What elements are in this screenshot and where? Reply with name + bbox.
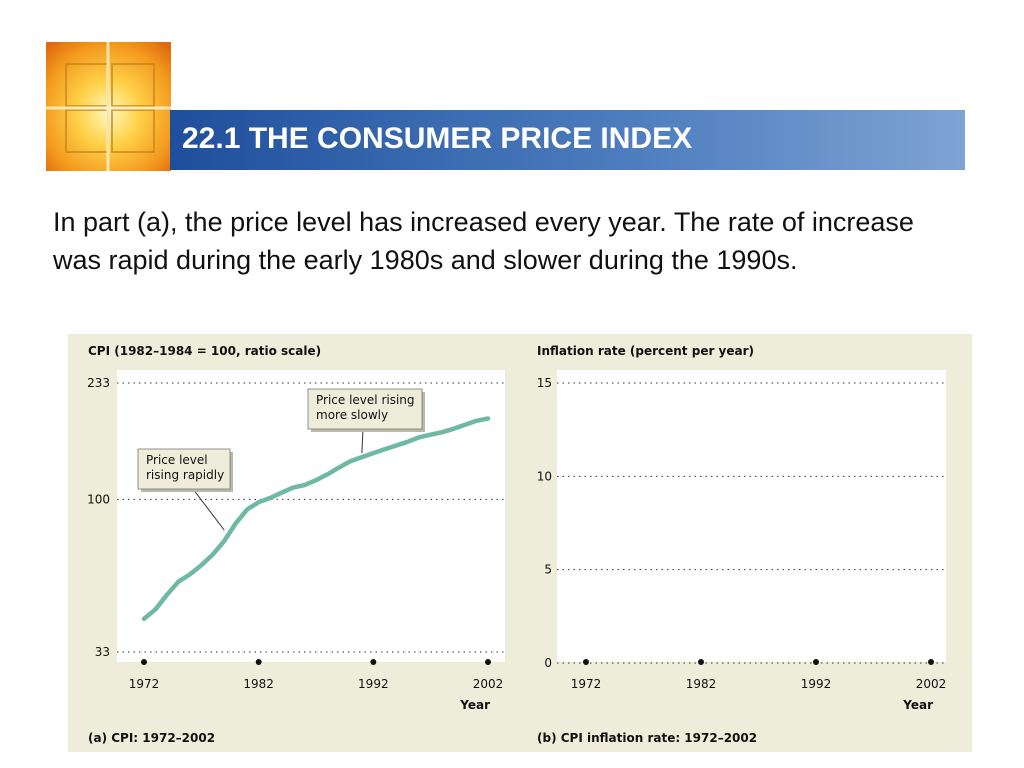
x-tick-label: 1982: [686, 677, 717, 691]
x-tick-label: 1972: [571, 677, 602, 691]
x-axis-label: Year: [902, 698, 933, 712]
annotation-box: [137, 448, 231, 490]
chart-title: Inflation rate (percent per year): [537, 344, 754, 358]
y-tick-label: 5: [544, 563, 552, 577]
annotation-text: more slowly: [316, 408, 388, 422]
annotation-box: [307, 388, 423, 430]
chart-title: CPI (1982–1984 = 100, ratio scale): [88, 344, 321, 358]
x-tick-label: 2002: [916, 677, 947, 691]
x-tick-mark: [928, 659, 934, 665]
y-tick-label: 33: [95, 645, 110, 659]
x-tick-mark: [255, 659, 262, 665]
body-text: In part (a), the price level has increas…: [53, 207, 914, 275]
x-axis-label: Year: [459, 698, 490, 712]
figure: CPI (1982–1984 = 100, ratio scale) (a) CP…: [68, 334, 972, 752]
chart-caption: (a) CPI: 1972–2002: [88, 731, 215, 745]
annotation-text: Price level: [146, 453, 208, 467]
x-tick-label: 1972: [129, 677, 160, 691]
title-bar: 22.1 THE CONSUMER PRICE INDEX: [170, 110, 965, 170]
chart-inflation: Inflation rate (percent per year) (b) CPI…: [537, 344, 947, 745]
annotation-leader: [192, 488, 225, 531]
slide-title: 22.1 THE CONSUMER PRICE INDEX: [182, 122, 693, 155]
annotation-text: rising rapidly: [146, 468, 224, 482]
y-tick-label: 15: [537, 376, 552, 390]
y-tick-label: 100: [87, 492, 110, 506]
annotation-leader: [361, 428, 364, 454]
x-tick-label: 1982: [243, 677, 274, 691]
x-tick-mark: [698, 659, 704, 665]
x-tick-label: 1992: [801, 677, 832, 691]
x-tick-label: 1992: [358, 677, 389, 691]
x-tick-mark: [813, 659, 819, 665]
y-tick-label: 233: [87, 376, 110, 390]
x-tick-mark: [485, 659, 491, 665]
y-tick-label: 10: [537, 469, 552, 483]
chart-cpi: CPI (1982–1984 = 100, ratio scale) (a) CP…: [87, 344, 505, 745]
x-tick-mark: [370, 659, 377, 665]
series-line: [141, 416, 491, 622]
x-tick-mark: [141, 659, 147, 665]
x-tick-label: 2002: [473, 677, 504, 691]
chart-caption: (b) CPI inflation rate: 1972–2002: [537, 731, 757, 745]
logo-image: [46, 42, 171, 171]
x-tick-mark: [583, 659, 589, 665]
y-tick-label: 0: [544, 656, 552, 670]
annotation-text: Price level rising: [316, 393, 415, 407]
plot-area: [557, 370, 946, 662]
